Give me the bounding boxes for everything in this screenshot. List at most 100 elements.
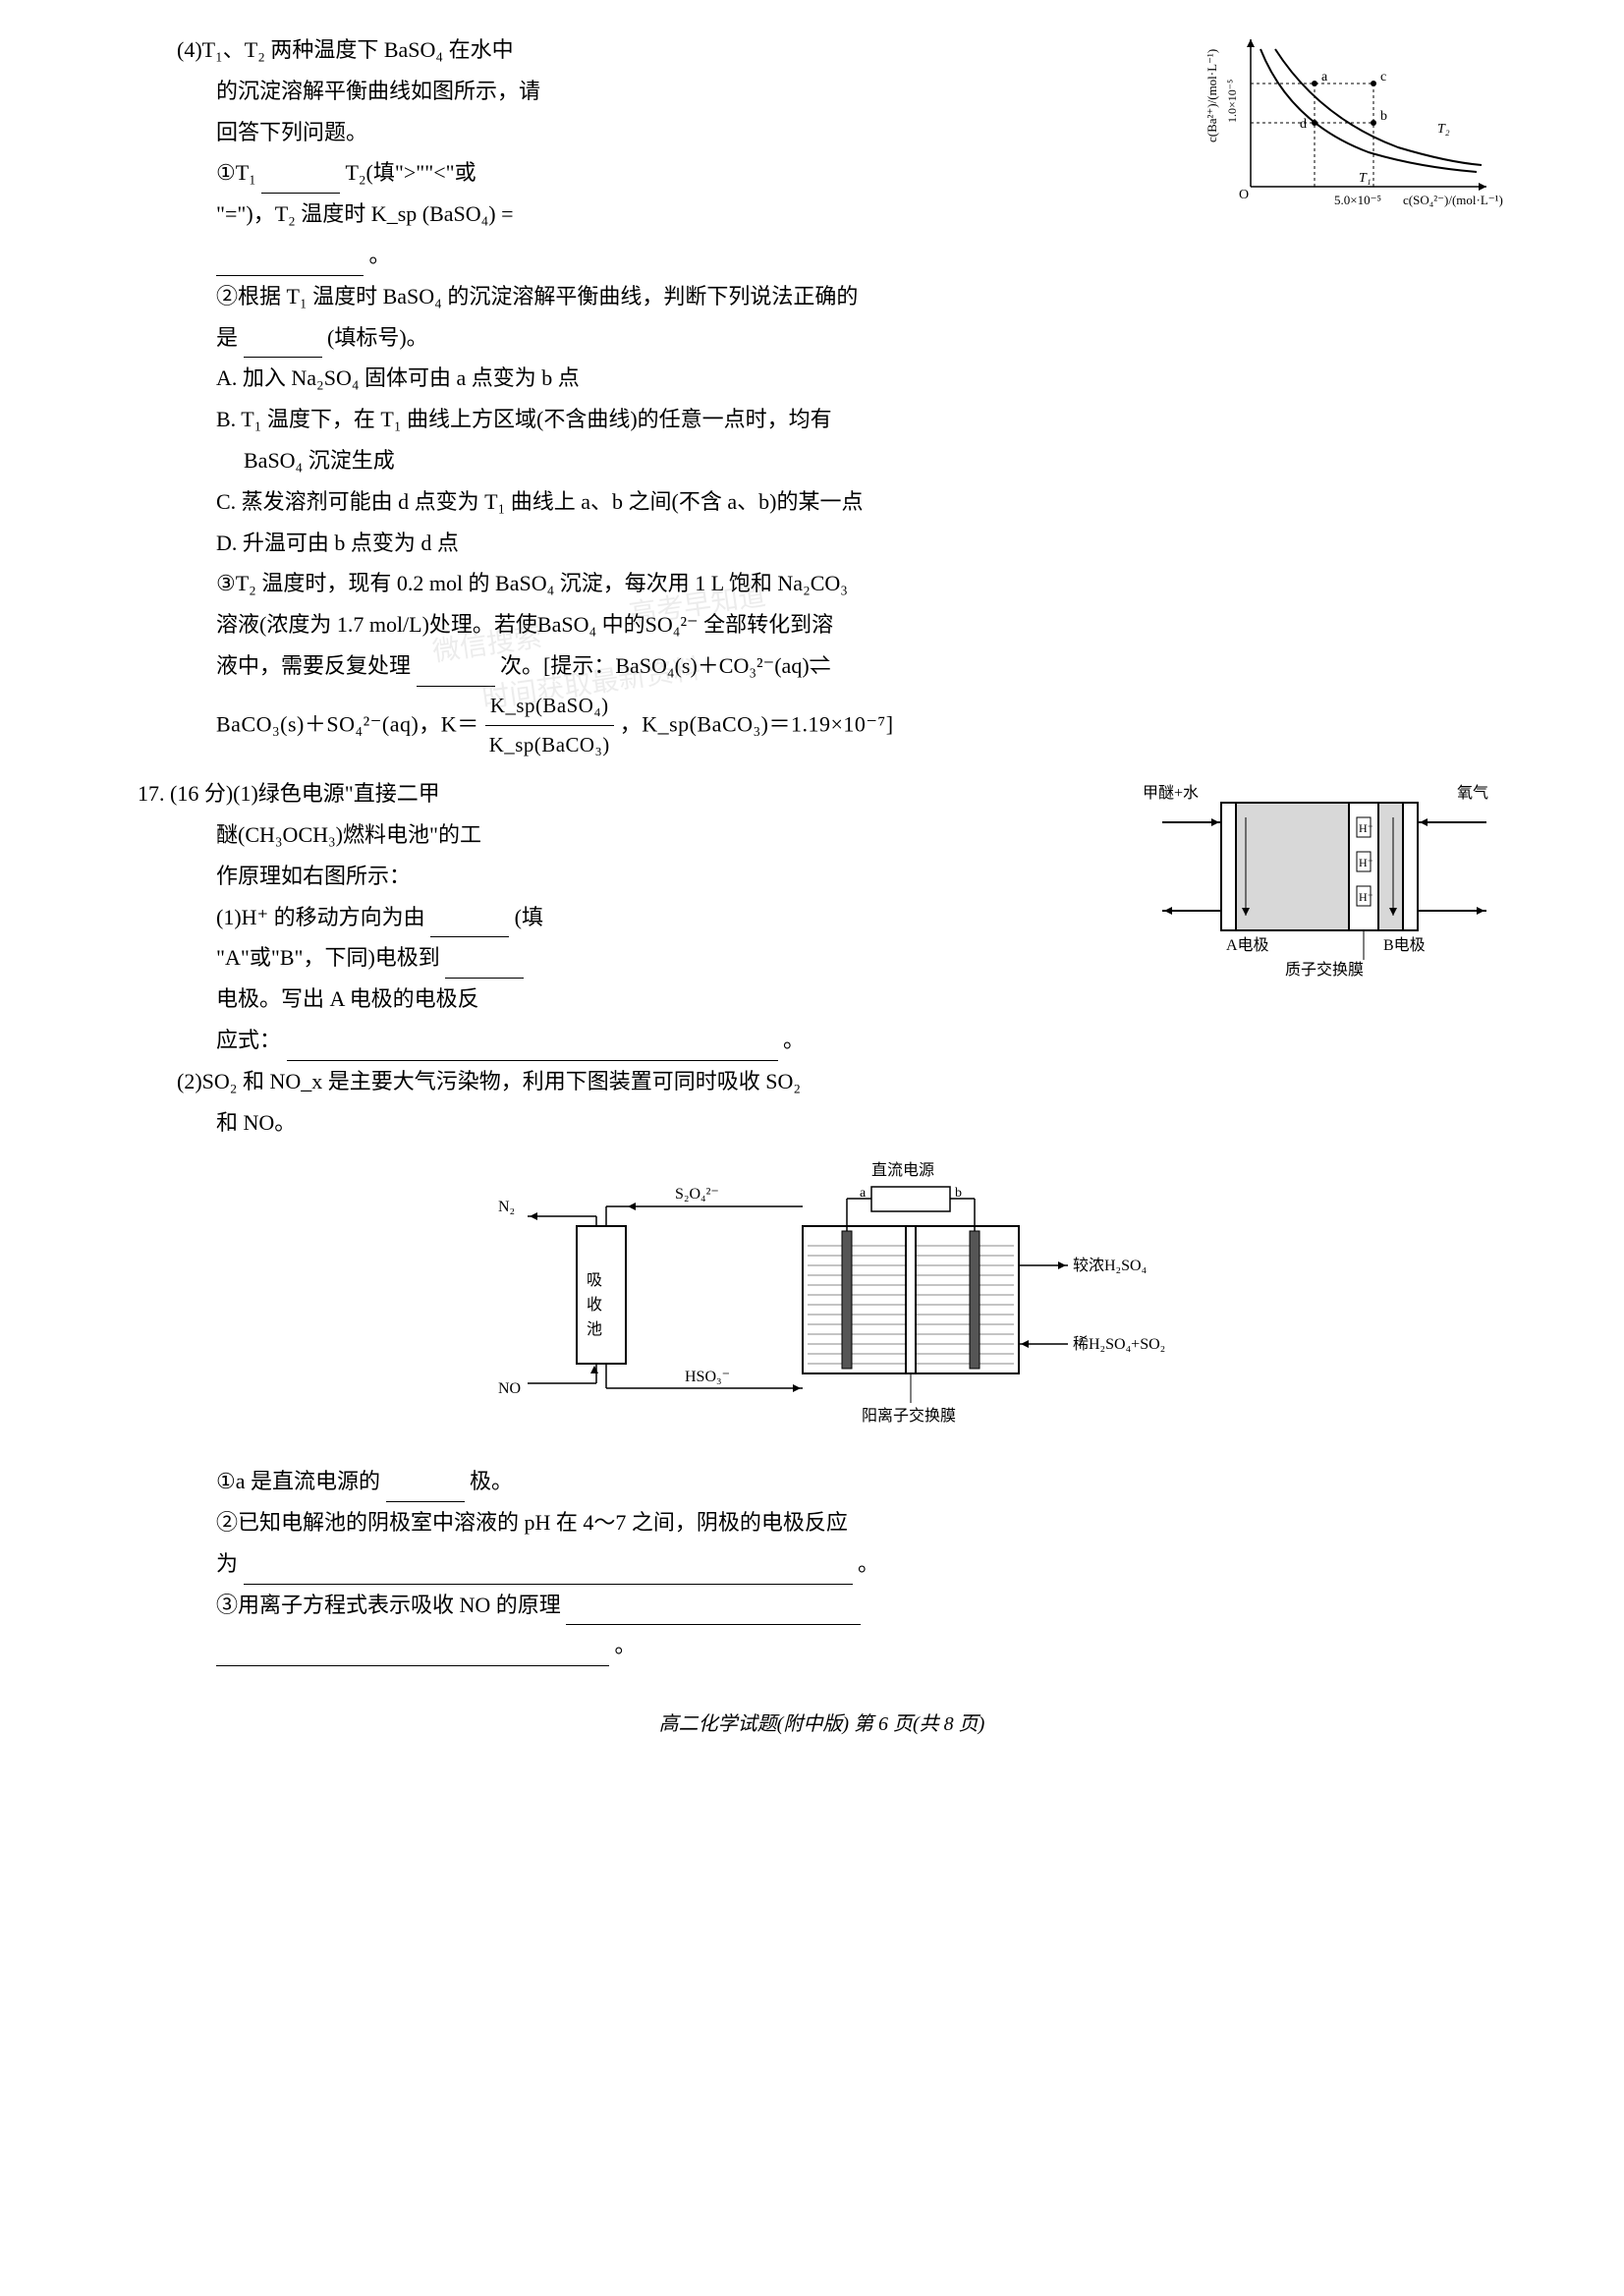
svg-text:H⁺: H⁺ [1359, 890, 1373, 904]
blank [417, 660, 495, 686]
q4-sub1-line2: "=")，T₂ 温度时 K_sp (BaSO₄) = [216, 194, 1182, 235]
txt: (填 [515, 905, 543, 929]
q17-block: 17. (16 分)(1)绿色电源"直接二甲 醚(CH₃OCH₃)燃料电池"的工… [138, 773, 1506, 1020]
blank [216, 250, 364, 275]
fuel-cell-diagram: H⁺ H⁺ H⁺ 甲醚+水 氧气 A电极 B电极 质子交换膜 [1133, 773, 1506, 989]
q4-sub1-blank-row: 。 [216, 235, 1506, 276]
txt: 液中，需要反复处理 [216, 653, 411, 678]
page-content: (4)T₁、T₂ 两种温度下 BaSO₄ 在水中 的沉淀溶解平衡曲线如图所示，请… [138, 29, 1506, 1743]
txt: 次。[提示：BaSO₄(s)＋CO₃²⁻(aq)⇌ [500, 653, 831, 678]
q4-optB-l2: BaSO₄ 沉淀生成 [216, 440, 1506, 481]
blank [261, 168, 340, 194]
blank [244, 332, 322, 358]
txt: ，K_sp(BaCO₃)＝1.19×10⁻⁷] [620, 711, 894, 736]
blank [216, 1641, 609, 1666]
q17-diagram1: H⁺ H⁺ H⁺ 甲醚+水 氧气 A电极 B电极 质子交换膜 [1133, 773, 1506, 1003]
txt: (填标号)。 [327, 325, 428, 350]
blank [287, 1035, 778, 1060]
q4-sub3-l2: 溶液(浓度为 1.7 mol/L)处理。若使BaSO₄ 中的SO₄²⁻ 全部转化… [216, 604, 1506, 645]
origin: O [1239, 188, 1249, 202]
d1-right-elec: B电极 [1383, 936, 1426, 954]
q17-p2-l2: 和 NO。 [216, 1102, 1506, 1144]
pt-d: d [1300, 117, 1307, 132]
q4-sub3-l4: BaCO₃(s)＋SO₄²⁻(aq)，K＝ K_sp(BaSO₄) K_sp(B… [216, 687, 1506, 765]
q17-sub2-l1: ②已知电解池的阴极室中溶液的 pH 在 4～7 之间，阴极的电极反应 [216, 1502, 1506, 1543]
q4-sub2-l1: ②根据 T₁ 温度时 BaSO₄ 的沉淀溶解平衡曲线，判断下列说法正确的 [216, 276, 1506, 317]
q4-sub3-l1: ③T₂ 温度时，现有 0.2 mol 的 BaSO₄ 沉淀，每次用 1 L 饱和… [216, 563, 1506, 604]
page-footer: 高二化学试题(附中版) 第 6 页(共 8 页) [138, 1706, 1506, 1743]
q4-block: (4)T₁、T₂ 两种温度下 BaSO₄ 在水中 的沉淀溶解平衡曲线如图所示，请… [138, 29, 1506, 235]
pt-c: c [1380, 70, 1386, 84]
txt: ①a 是直流电源的 [216, 1469, 380, 1493]
end: 。 [858, 1551, 879, 1576]
svg-text:T₁: T₁ [1359, 171, 1372, 186]
membrane2-label: 阳离子交换膜 [862, 1407, 956, 1425]
electrolysis-diagram: 吸 收 池 N₂ S₂O₄²⁻ NO HSO₃⁻ [478, 1157, 1166, 1432]
svg-text:H⁺: H⁺ [1359, 856, 1373, 869]
q17-header: 17. (16 分)(1)绿色电源"直接二甲 [138, 773, 1113, 814]
pt-a: a [1321, 70, 1328, 84]
blank [244, 1558, 853, 1584]
txt: 是 [216, 325, 238, 350]
terminal-b: b [955, 1186, 962, 1201]
q4-sub2-l2: 是 (填标号)。 [216, 317, 1506, 359]
blank [386, 1477, 465, 1502]
end: 。 [615, 1633, 637, 1657]
svg-text:H⁺: H⁺ [1359, 821, 1373, 835]
out2-label: 稀H₂SO₄+SO₂ [1073, 1335, 1165, 1353]
pool-label-1: 吸 [587, 1272, 602, 1289]
y-label: c(Ba²⁺)/(mol·L⁻¹) [1204, 49, 1219, 142]
power-label: 直流电源 [871, 1161, 934, 1179]
q17-p1-l1: (1)H⁺ 的移动方向为由 (填 [216, 897, 1113, 938]
pool-label-2: 收 [587, 1296, 602, 1314]
x-tick: 5.0×10⁻⁵ [1334, 193, 1381, 207]
out1-label: 较浓H₂SO₄ [1073, 1257, 1148, 1274]
pool-label-3: 池 [587, 1320, 602, 1338]
txt: (1)H⁺ 的移动方向为由 [216, 905, 425, 929]
fraction: K_sp(BaSO₄) K_sp(BaCO₃) [485, 687, 614, 765]
s2o4-label: S₂O₄²⁻ [675, 1186, 719, 1203]
frac-num: K_sp(BaSO₄) [485, 687, 614, 727]
end: 。 [369, 243, 391, 267]
txt: 极。 [470, 1469, 513, 1493]
txt: ③用离子方程式表示吸收 NO 的原理 [216, 1593, 561, 1617]
d1-left-elec: A电极 [1226, 936, 1269, 954]
q17-sub3-l1: ③用离子方程式表示吸收 NO 的原理 [216, 1585, 1506, 1626]
q4-sub1-b: T₂(填">""<"或 [345, 160, 476, 185]
solubility-graph: a c d b T₁ T₂ O 5.0×10⁻⁵ c(SO₄²⁻)/(mol·L… [1202, 29, 1506, 216]
q17-p1-l2: "A"或"B"，下同)电极到 [216, 937, 1113, 979]
txt: 为 [216, 1551, 238, 1576]
txt: 应式： [216, 1028, 281, 1052]
d1-membrane: 质子交换膜 [1285, 961, 1364, 979]
q4-graph: a c d b T₁ T₂ O 5.0×10⁻⁵ c(SO₄²⁻)/(mol·L… [1202, 29, 1506, 230]
y-tick: 1.0×10⁻⁵ [1225, 80, 1239, 123]
frac-den: K_sp(BaCO₃) [485, 726, 614, 765]
blank [430, 912, 509, 937]
txt: "A"或"B"，下同)电极到 [216, 945, 440, 970]
q17-p1-l3: 电极。写出 A 电极的电极反 [216, 979, 1113, 1020]
q4-intro-l2: 的沉淀溶解平衡曲线如图所示，请 [216, 71, 1182, 112]
d1-right-in: 氧气 [1457, 784, 1488, 802]
q4-sub3-l3: 液中，需要反复处理 次。[提示：BaSO₄(s)＋CO₃²⁻(aq)⇌ [216, 645, 1506, 687]
blank [445, 953, 524, 979]
d1-left-in: 甲醚+水 [1143, 784, 1199, 802]
q4-optB-l1: B. T₁ 温度下，在 T₁ 曲线上方区域(不含曲线)的任意一点时，均有 [216, 399, 1506, 440]
end: 。 [783, 1028, 805, 1052]
q4-optA: A. 加入 Na₂SO₄ 固体可由 a 点变为 b 点 [216, 358, 1506, 399]
txt: BaCO₃(s)＋SO₄²⁻(aq)，K＝ [216, 711, 479, 736]
terminal-a: a [860, 1186, 867, 1201]
n2-label: N₂ [498, 1199, 515, 1215]
hso3-label: HSO₃⁻ [685, 1369, 730, 1385]
no-label: NO [498, 1380, 521, 1397]
q4-sub1-line1: ①T₁ T₂(填">""<"或 [216, 152, 1182, 194]
q17-sub2-l2: 为 。 [216, 1543, 1506, 1585]
q4-optC: C. 蒸发溶剂可能由 d 点变为 T₁ 曲线上 a、b 之间(不含 a、b)的某… [216, 481, 1506, 523]
q4-sub1-a: ①T₁ [216, 160, 256, 185]
q17-l3: 作原理如右图所示： [216, 856, 1113, 897]
x-label: c(SO₄²⁻)/(mol·L⁻¹) [1403, 193, 1503, 207]
q17-diagram2-wrap: 吸 收 池 N₂ S₂O₄²⁻ NO HSO₃⁻ [138, 1157, 1506, 1446]
q17-p1-eq: 应式： 。 [216, 1020, 1506, 1061]
q17-sub3-l2: 。 [216, 1625, 1506, 1666]
q4-intro-l1: (4)T₁、T₂ 两种温度下 BaSO₄ 在水中 [177, 29, 1182, 71]
q17-p2-l1: (2)SO₂ 和 NO_x 是主要大气污染物，利用下图装置可同时吸收 SO₂ [177, 1061, 1506, 1102]
